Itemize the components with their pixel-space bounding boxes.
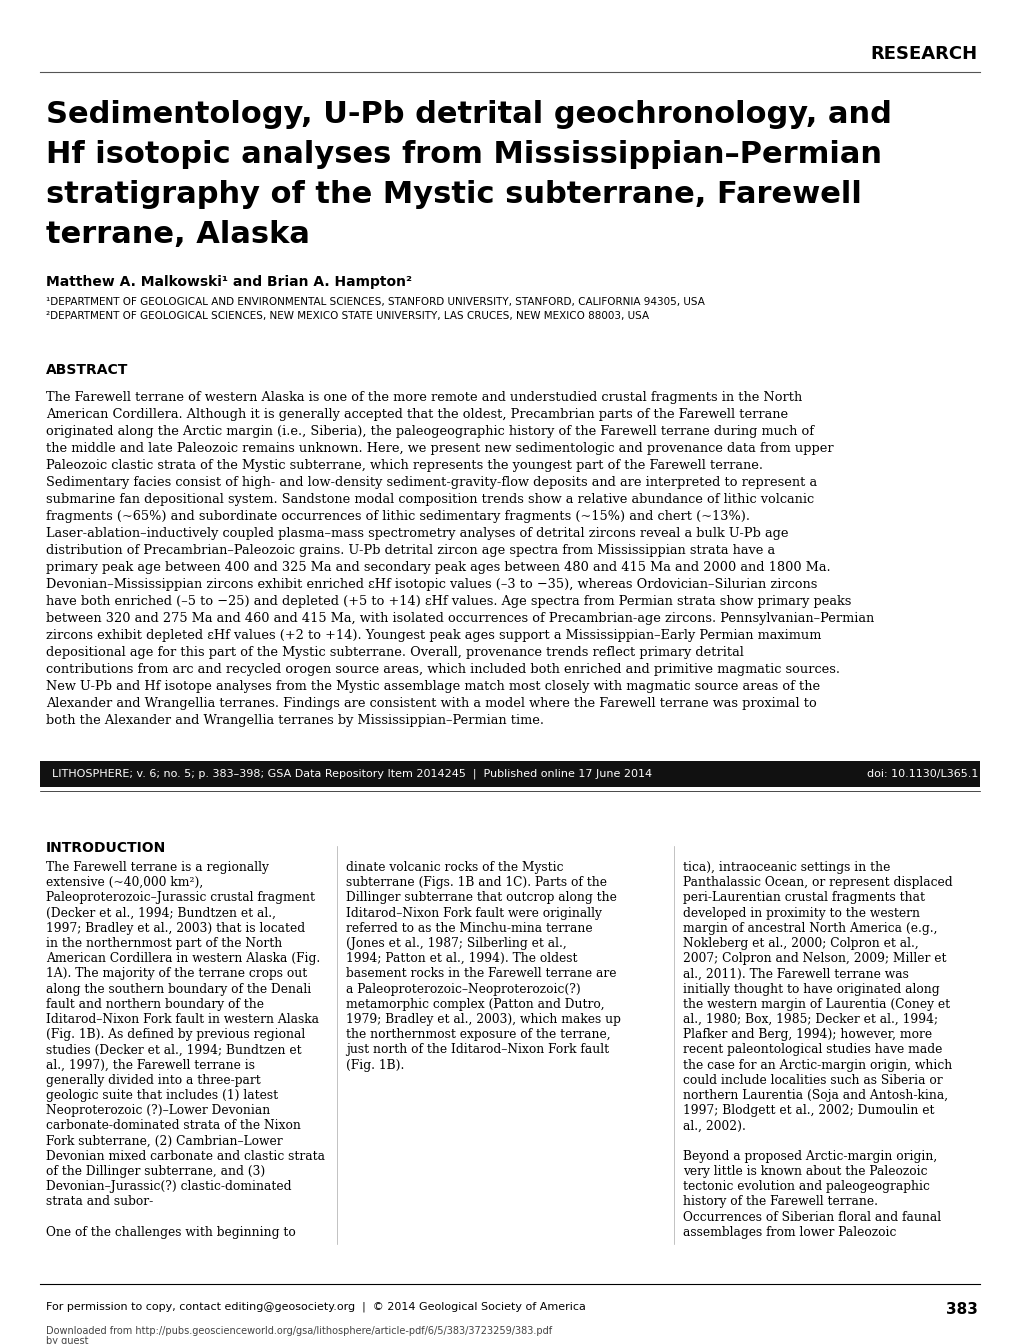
Text: One of the challenges with beginning to: One of the challenges with beginning to (46, 1226, 296, 1239)
Text: 1994; Patton et al., 1994). The oldest: 1994; Patton et al., 1994). The oldest (345, 952, 577, 965)
Text: Panthalassic Ocean, or represent displaced: Panthalassic Ocean, or represent displac… (683, 876, 952, 890)
Text: Sedimentary facies consist of high- and low-density sediment-gravity-flow deposi: Sedimentary facies consist of high- and … (46, 476, 816, 489)
Text: referred to as the Minchu-mina terrane: referred to as the Minchu-mina terrane (345, 922, 592, 935)
Text: very little is known about the Paleozoic: very little is known about the Paleozoic (683, 1165, 926, 1177)
Text: 2007; Colpron and Nelson, 2009; Miller et: 2007; Colpron and Nelson, 2009; Miller e… (683, 952, 946, 965)
Text: LITHOSPHERE; v. 6; no. 5; p. 383–398; GSA Data Repository Item 2014245  |  Publi: LITHOSPHERE; v. 6; no. 5; p. 383–398; GS… (52, 769, 651, 780)
Text: al., 2011). The Farewell terrane was: al., 2011). The Farewell terrane was (683, 968, 908, 980)
Text: along the southern boundary of the Denali: along the southern boundary of the Denal… (46, 982, 311, 996)
Text: Devonian–Jurassic(?) clastic-dominated: Devonian–Jurassic(?) clastic-dominated (46, 1180, 291, 1193)
Text: ¹DEPARTMENT OF GEOLOGICAL AND ENVIRONMENTAL SCIENCES, STANFORD UNIVERSITY, STANF: ¹DEPARTMENT OF GEOLOGICAL AND ENVIRONMEN… (46, 297, 704, 306)
Text: zircons exhibit depleted εHf values (+2 to +14). Youngest peak ages support a Mi: zircons exhibit depleted εHf values (+2 … (46, 629, 820, 642)
Text: RESEARCH: RESEARCH (870, 44, 977, 63)
Text: by guest: by guest (46, 1336, 89, 1344)
Text: in the northernmost part of the North: in the northernmost part of the North (46, 937, 282, 950)
Text: American Cordillera. Although it is generally accepted that the oldest, Precambr: American Cordillera. Although it is gene… (46, 409, 788, 421)
Text: have both enriched (–5 to −25) and depleted (+5 to +14) εHf values. Age spectra : have both enriched (–5 to −25) and deple… (46, 595, 851, 607)
Text: tica), intraoceanic settings in the: tica), intraoceanic settings in the (683, 862, 890, 874)
Text: extensive (~40,000 km²),: extensive (~40,000 km²), (46, 876, 203, 890)
Text: between 320 and 275 Ma and 460 and 415 Ma, with isolated occurrences of Precambr: between 320 and 275 Ma and 460 and 415 M… (46, 612, 873, 625)
Text: could include localities such as Siberia or: could include localities such as Siberia… (683, 1074, 942, 1087)
Text: Occurrences of Siberian floral and faunal: Occurrences of Siberian floral and fauna… (683, 1211, 941, 1223)
Text: al., 1997), the Farewell terrane is: al., 1997), the Farewell terrane is (46, 1059, 255, 1071)
Text: 1A). The majority of the terrane crops out: 1A). The majority of the terrane crops o… (46, 968, 307, 980)
Text: ABSTRACT: ABSTRACT (46, 363, 128, 378)
Text: generally divided into a three-part: generally divided into a three-part (46, 1074, 261, 1087)
Text: depositional age for this part of the Mystic subterrane. Overall, provenance tre: depositional age for this part of the My… (46, 646, 743, 659)
Text: Paleoproterozoic–Jurassic crustal fragment: Paleoproterozoic–Jurassic crustal fragme… (46, 891, 315, 905)
Text: Nokleberg et al., 2000; Colpron et al.,: Nokleberg et al., 2000; Colpron et al., (683, 937, 918, 950)
Text: just north of the Iditarod–Nixon Fork fault: just north of the Iditarod–Nixon Fork fa… (345, 1043, 608, 1056)
Text: tectonic evolution and paleogeographic: tectonic evolution and paleogeographic (683, 1180, 929, 1193)
Text: Iditarod–Nixon Fork fault in western Alaska: Iditarod–Nixon Fork fault in western Ala… (46, 1013, 319, 1025)
Text: distribution of Precambrian–Paleozoic grains. U-Pb detrital zircon age spectra f: distribution of Precambrian–Paleozoic gr… (46, 544, 774, 556)
Text: terrane, Alaska: terrane, Alaska (46, 220, 310, 249)
Text: New U-Pb and Hf isotope analyses from the Mystic assemblage match most closely w: New U-Pb and Hf isotope analyses from th… (46, 680, 819, 694)
Text: The Farewell terrane of western Alaska is one of the more remote and understudie: The Farewell terrane of western Alaska i… (46, 391, 802, 405)
Text: history of the Farewell terrane.: history of the Farewell terrane. (683, 1195, 877, 1208)
Text: Neoproterozoic (?)–Lower Devonian: Neoproterozoic (?)–Lower Devonian (46, 1105, 270, 1117)
Text: northern Laurentia (Soja and Antosh-kina,: northern Laurentia (Soja and Antosh-kina… (683, 1089, 948, 1102)
Text: fragments (~65%) and subordinate occurrences of lithic sedimentary fragments (~1: fragments (~65%) and subordinate occurre… (46, 509, 749, 523)
Text: Fork subterrane, (2) Cambrian–Lower: Fork subterrane, (2) Cambrian–Lower (46, 1134, 282, 1148)
Text: a Paleoproterozoic–Neoproterozoic(?): a Paleoproterozoic–Neoproterozoic(?) (345, 982, 580, 996)
Text: peri-Laurentian crustal fragments that: peri-Laurentian crustal fragments that (683, 891, 924, 905)
Text: INTRODUCTION: INTRODUCTION (46, 841, 166, 855)
Text: the western margin of Laurentia (Coney et: the western margin of Laurentia (Coney e… (683, 997, 949, 1011)
Text: Devonian–Mississippian zircons exhibit enriched εHf isotopic values (–3 to −35),: Devonian–Mississippian zircons exhibit e… (46, 578, 816, 591)
Text: Dillinger subterrane that outcrop along the: Dillinger subterrane that outcrop along … (345, 891, 616, 905)
Text: The Farewell terrane is a regionally: The Farewell terrane is a regionally (46, 862, 269, 874)
Text: carbonate-dominated strata of the Nixon: carbonate-dominated strata of the Nixon (46, 1120, 301, 1133)
Text: 1997; Blodgett et al., 2002; Dumoulin et: 1997; Blodgett et al., 2002; Dumoulin et (683, 1105, 933, 1117)
Text: al., 1980; Box, 1985; Decker et al., 1994;: al., 1980; Box, 1985; Decker et al., 199… (683, 1013, 937, 1025)
Text: 383: 383 (946, 1302, 977, 1317)
Text: Paleozoic clastic strata of the Mystic subterrane, which represents the youngest: Paleozoic clastic strata of the Mystic s… (46, 460, 762, 472)
Text: contributions from arc and recycled orogen source areas, which included both enr: contributions from arc and recycled orog… (46, 663, 840, 676)
Text: of the Dillinger subterrane, and (3): of the Dillinger subterrane, and (3) (46, 1165, 265, 1177)
Text: initially thought to have originated along: initially thought to have originated alo… (683, 982, 938, 996)
Text: (Decker et al., 1994; Bundtzen et al.,: (Decker et al., 1994; Bundtzen et al., (46, 907, 276, 919)
Text: Matthew A. Malkowski¹ and Brian A. Hampton²: Matthew A. Malkowski¹ and Brian A. Hampt… (46, 276, 412, 289)
Text: the northernmost exposure of the terrane,: the northernmost exposure of the terrane… (345, 1028, 610, 1042)
Text: Sedimentology, U-Pb detrital geochronology, and: Sedimentology, U-Pb detrital geochronolo… (46, 99, 891, 129)
Text: both the Alexander and Wrangellia terranes by Mississippian–Permian time.: both the Alexander and Wrangellia terran… (46, 714, 543, 727)
Text: strata and subor-: strata and subor- (46, 1195, 153, 1208)
Text: Downloaded from http://pubs.geoscienceworld.org/gsa/lithosphere/article-pdf/6/5/: Downloaded from http://pubs.geosciencewo… (46, 1327, 551, 1336)
Text: fault and northern boundary of the: fault and northern boundary of the (46, 997, 264, 1011)
Text: assemblages from lower Paleozoic: assemblages from lower Paleozoic (683, 1226, 896, 1239)
Text: ²DEPARTMENT OF GEOLOGICAL SCIENCES, NEW MEXICO STATE UNIVERSITY, LAS CRUCES, NEW: ²DEPARTMENT OF GEOLOGICAL SCIENCES, NEW … (46, 310, 648, 321)
Text: submarine fan depositional system. Sandstone modal composition trends show a rel: submarine fan depositional system. Sands… (46, 493, 813, 505)
Text: basement rocks in the Farewell terrane are: basement rocks in the Farewell terrane a… (345, 968, 615, 980)
Text: For permission to copy, contact editing@geosociety.org  |  © 2014 Geological Soc: For permission to copy, contact editing@… (46, 1302, 585, 1313)
Text: (Jones et al., 1987; Silberling et al.,: (Jones et al., 1987; Silberling et al., (345, 937, 567, 950)
Text: Beyond a proposed Arctic-margin origin,: Beyond a proposed Arctic-margin origin, (683, 1150, 936, 1163)
Text: Plafker and Berg, 1994); however, more: Plafker and Berg, 1994); however, more (683, 1028, 931, 1042)
Text: primary peak age between 400 and 325 Ma and secondary peak ages between 480 and : primary peak age between 400 and 325 Ma … (46, 560, 829, 574)
Text: 1997; Bradley et al., 2003) that is located: 1997; Bradley et al., 2003) that is loca… (46, 922, 305, 935)
Text: developed in proximity to the western: developed in proximity to the western (683, 907, 919, 919)
Text: originated along the Arctic margin (i.e., Siberia), the paleogeographic history : originated along the Arctic margin (i.e.… (46, 425, 813, 438)
Text: 1979; Bradley et al., 2003), which makes up: 1979; Bradley et al., 2003), which makes… (345, 1013, 621, 1025)
Text: dinate volcanic rocks of the Mystic: dinate volcanic rocks of the Mystic (345, 862, 562, 874)
Text: metamorphic complex (Patton and Dutro,: metamorphic complex (Patton and Dutro, (345, 997, 604, 1011)
Text: Iditarod–Nixon Fork fault were originally: Iditarod–Nixon Fork fault were originall… (345, 907, 601, 919)
Text: the middle and late Paleozoic remains unknown. Here, we present new sedimentolog: the middle and late Paleozoic remains un… (46, 442, 833, 456)
Text: (Fig. 1B).: (Fig. 1B). (345, 1059, 404, 1071)
Text: the case for an Arctic-margin origin, which: the case for an Arctic-margin origin, wh… (683, 1059, 952, 1071)
Text: Devonian mixed carbonate and clastic strata: Devonian mixed carbonate and clastic str… (46, 1150, 325, 1163)
Text: doi: 10.1130/L365.1: doi: 10.1130/L365.1 (866, 769, 977, 780)
Bar (40, 761, 979, 788)
Text: geologic suite that includes (1) latest: geologic suite that includes (1) latest (46, 1089, 278, 1102)
Text: al., 2002).: al., 2002). (683, 1120, 745, 1133)
Text: recent paleontological studies have made: recent paleontological studies have made (683, 1043, 942, 1056)
Text: Hf isotopic analyses from Mississippian–Permian: Hf isotopic analyses from Mississippian–… (46, 140, 881, 169)
Text: (Fig. 1B). As defined by previous regional: (Fig. 1B). As defined by previous region… (46, 1028, 305, 1042)
Text: studies (Decker et al., 1994; Bundtzen et: studies (Decker et al., 1994; Bundtzen e… (46, 1043, 302, 1056)
Text: subterrane (Figs. 1B and 1C). Parts of the: subterrane (Figs. 1B and 1C). Parts of t… (345, 876, 606, 890)
Text: Laser-ablation–inductively coupled plasma–mass spectrometry analyses of detrital: Laser-ablation–inductively coupled plasm… (46, 527, 788, 540)
Text: American Cordillera in western Alaska (Fig.: American Cordillera in western Alaska (F… (46, 952, 320, 965)
Text: margin of ancestral North America (e.g.,: margin of ancestral North America (e.g., (683, 922, 936, 935)
Text: stratigraphy of the Mystic subterrane, Farewell: stratigraphy of the Mystic subterrane, F… (46, 180, 861, 210)
Text: Alexander and Wrangellia terranes. Findings are consistent with a model where th: Alexander and Wrangellia terranes. Findi… (46, 698, 816, 710)
